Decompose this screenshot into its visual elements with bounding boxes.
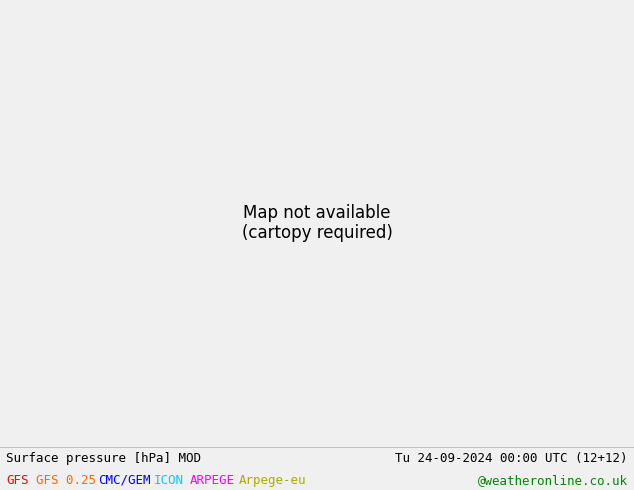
Text: Tu 24-09-2024 00:00 UTC (12+12): Tu 24-09-2024 00:00 UTC (12+12): [395, 452, 628, 465]
Text: ICON: ICON: [153, 474, 183, 487]
Text: GFS: GFS: [6, 474, 29, 487]
Text: CMC/GEM: CMC/GEM: [98, 474, 150, 487]
Text: ARPEGE: ARPEGE: [190, 474, 235, 487]
Text: GFS 0.25: GFS 0.25: [36, 474, 96, 487]
Text: @weatheronline.co.uk: @weatheronline.co.uk: [477, 474, 628, 487]
Text: Map not available
(cartopy required): Map not available (cartopy required): [242, 203, 392, 243]
Text: Arpege-eu: Arpege-eu: [238, 474, 306, 487]
Text: Surface pressure [hPa] MOD: Surface pressure [hPa] MOD: [6, 452, 202, 465]
